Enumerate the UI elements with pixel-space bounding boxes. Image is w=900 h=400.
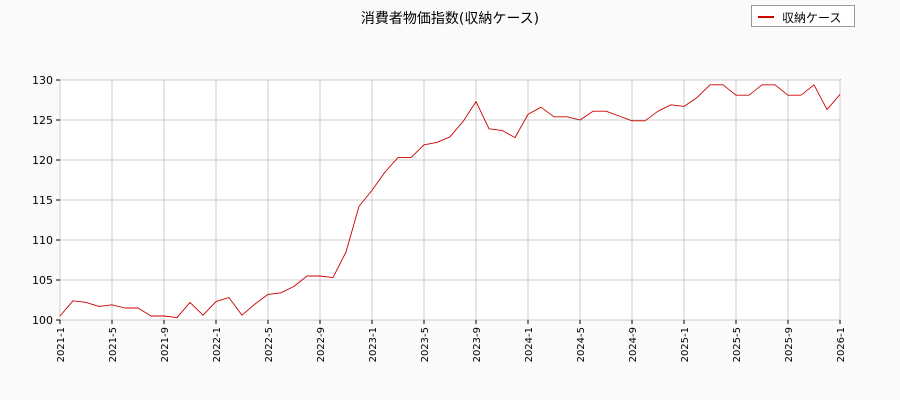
- legend: 収納ケース: [751, 5, 855, 27]
- x-tick-label: 2022-5: [264, 327, 275, 362]
- x-tick-label: 2023-5: [420, 327, 431, 362]
- x-tick-label: 2021-5: [108, 327, 119, 362]
- series-layer: [59, 84, 841, 319]
- legend-swatch-icon: [758, 16, 774, 18]
- x-tick-label: 2025-1: [680, 327, 691, 362]
- grid: [59, 79, 841, 321]
- y-tick-label: 120: [32, 154, 53, 167]
- x-tick-label: 2025-5: [732, 327, 743, 362]
- x-tick-label: 2023-9: [472, 327, 483, 362]
- x-tick-label: 2024-9: [628, 327, 639, 362]
- y-tick-label: 130: [32, 74, 53, 87]
- chart-title: 消費者物価指数(収納ケース): [360, 11, 540, 27]
- y-tick-label: 105: [32, 274, 53, 287]
- series-line: [59, 84, 841, 319]
- axes: 100 105 110 115 120 125 130 2021-1 2021-5 2021-9 2…: [32, 74, 847, 362]
- legend-label: 収納ケース: [782, 11, 842, 25]
- x-tick-label: 2021-9: [160, 327, 171, 362]
- x-tick-label: 2024-1: [524, 327, 535, 362]
- x-tick-label: 2024-5: [576, 327, 587, 362]
- y-tick-label: 100: [32, 314, 53, 327]
- y-tick-label: 125: [32, 114, 53, 127]
- x-tick-label: 2023-1: [368, 327, 379, 362]
- x-tick-label: 2026-1: [836, 327, 847, 362]
- y-tick-label: 110: [32, 234, 53, 247]
- x-tick-label: 2022-1: [212, 327, 223, 362]
- x-tick-label: 2022-9: [316, 327, 327, 362]
- x-tick-label: 2025-9: [784, 327, 795, 362]
- y-tick-label: 115: [32, 194, 53, 207]
- x-tick-label: 2021-1: [56, 327, 67, 362]
